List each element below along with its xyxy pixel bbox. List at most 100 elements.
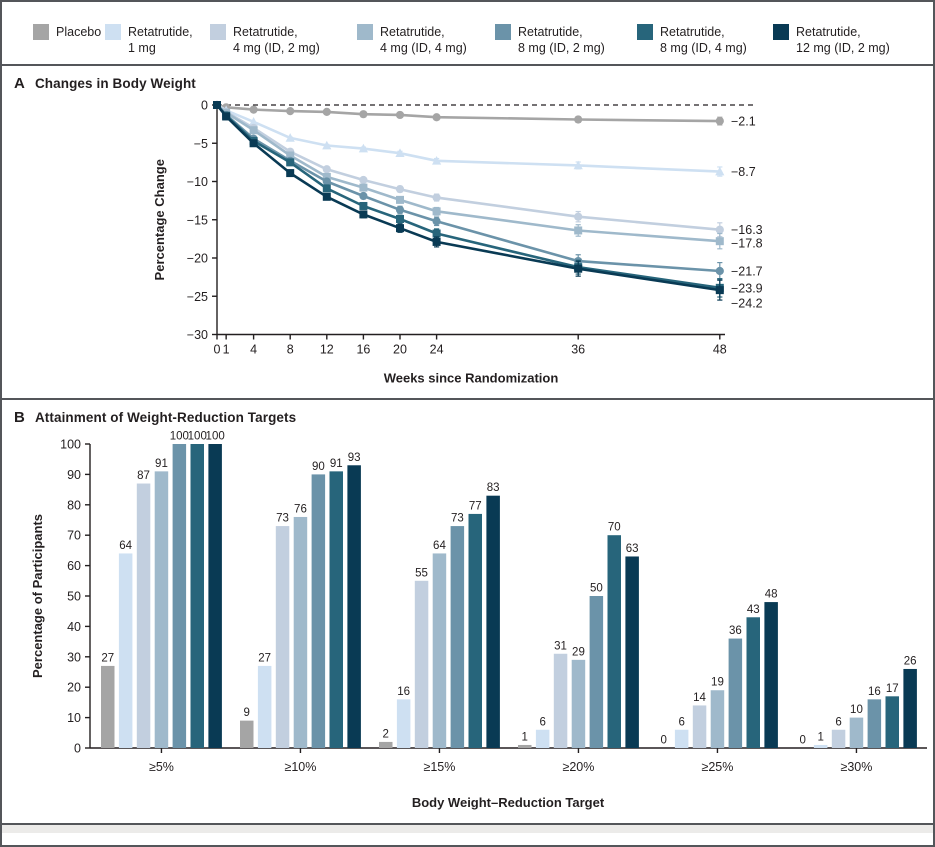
panel-b-title: Attainment of Weight-Reduction Targets — [34, 410, 297, 425]
bar — [607, 535, 621, 748]
panel-b-heading: B Attainment of Weight-Reduction Targets — [2, 400, 933, 426]
bar-value-label: 87 — [137, 470, 150, 482]
legend-item: Retatrutide, 4 mg (ID, 2 mg) — [210, 24, 320, 56]
data-point-marker — [286, 107, 295, 116]
bar — [414, 580, 429, 748]
y-tick-label: 10 — [67, 711, 81, 725]
x-tick-label: 12 — [320, 343, 334, 357]
panel-b: B Attainment of Weight-Reduction Targets … — [2, 398, 933, 823]
data-point-marker — [395, 110, 405, 120]
bar — [190, 444, 204, 748]
series-retatrutide-12-mg-id-2-mg — [213, 101, 724, 301]
bar — [764, 602, 778, 748]
x-tick-label: 20 — [393, 343, 407, 357]
data-point-marker — [396, 214, 404, 223]
data-point-marker — [432, 217, 441, 226]
x-tick-label: 1 — [223, 343, 230, 357]
bar-value-label: 36 — [729, 625, 742, 637]
bar — [450, 526, 465, 748]
y-axis-title: Percentage Change — [152, 159, 167, 280]
bar — [486, 495, 500, 748]
bar-value-label: 27 — [258, 652, 271, 664]
bar — [831, 729, 846, 748]
bar-value-label: 31 — [554, 640, 567, 652]
data-point-marker — [249, 117, 259, 126]
legend-swatch-icon — [33, 24, 49, 40]
panel-a: A Changes in Body Weight 0 −5 −10 −15 −20 −25 −… — [2, 66, 933, 398]
bar-value-label: 27 — [101, 652, 114, 664]
bar-value-label: 100 — [170, 431, 189, 443]
bar — [571, 659, 586, 748]
bar — [293, 516, 308, 748]
bar-value-label: 6 — [835, 716, 841, 728]
figure-legend: Placebo Retatrutide, 1 mg Retatrutide, 4 mg … — [2, 2, 933, 66]
series-placebo — [212, 100, 724, 126]
bar-value-label: 16 — [397, 686, 410, 698]
bar — [379, 741, 393, 748]
data-point-marker — [574, 115, 583, 124]
x-tick-label: 36 — [571, 343, 585, 357]
data-point-marker — [322, 184, 331, 193]
bar-group-25pct: 06 14 19 36 43 48 ≥25% — [661, 589, 778, 774]
bar — [311, 474, 326, 748]
category-label: ≥25% — [702, 760, 734, 774]
data-point-marker — [322, 172, 331, 181]
bar — [692, 705, 707, 748]
next-section-strip — [2, 823, 933, 833]
legend-item: Retatrutide, 1 mg — [105, 24, 193, 56]
bar-value-label: 64 — [433, 540, 446, 552]
y-tick-label: 80 — [67, 498, 81, 512]
bar — [136, 483, 151, 748]
end-value-label: −23.9 — [731, 281, 763, 295]
series-line — [216, 104, 720, 273]
bar-value-label: 77 — [469, 500, 482, 512]
x-tick-label: 16 — [356, 343, 370, 357]
bar-value-label: 73 — [276, 513, 289, 525]
data-point-marker — [432, 156, 442, 165]
x-tick-label: 48 — [713, 343, 727, 357]
legend-label: Retatrutide, 12 mg (ID, 2 mg) — [796, 25, 890, 55]
legend-label: Retatrutide, 4 mg (ID, 4 mg) — [380, 25, 467, 55]
category-label: ≥30% — [841, 760, 873, 774]
legend-label: Retatrutide, 4 mg (ID, 2 mg) — [233, 25, 320, 55]
bar-value-label: 19 — [711, 677, 724, 689]
legend-label: Retatrutide, 8 mg (ID, 2 mg) — [518, 25, 605, 55]
y-tick-label: 100 — [60, 438, 81, 452]
data-point-marker — [395, 148, 405, 157]
bar-value-label: 70 — [608, 522, 621, 534]
x-tick-label: 4 — [250, 343, 257, 357]
y-tick-label: −10 — [187, 175, 208, 189]
legend-label: Retatrutide, 1 mg — [128, 25, 193, 55]
data-point-marker — [715, 266, 724, 276]
data-point-marker — [574, 212, 583, 221]
bar-value-label: 10 — [850, 704, 863, 716]
legend-item: Retatrutide, 4 mg (ID, 4 mg) — [357, 24, 467, 56]
data-point-marker — [286, 169, 295, 178]
bar — [347, 465, 361, 748]
x-tick-label: 8 — [287, 343, 294, 357]
bar — [240, 720, 254, 748]
bar-value-label: 26 — [904, 655, 917, 667]
bar-value-label: 1 — [522, 731, 528, 743]
legend-item: Retatrutide, 8 mg (ID, 4 mg) — [637, 24, 747, 56]
bar-value-label: 16 — [868, 686, 881, 698]
bar-value-label: 29 — [572, 646, 585, 658]
bar-value-label: 2 — [383, 728, 389, 740]
bar — [746, 617, 760, 748]
data-point-marker — [322, 177, 331, 186]
series-retatrutide-4-mg-id-4-mg — [213, 101, 724, 250]
bar — [468, 513, 482, 748]
legend-swatch-icon — [210, 24, 226, 40]
bar-value-label: 93 — [348, 452, 361, 464]
y-tick-label: 90 — [67, 468, 81, 482]
data-point-marker — [396, 224, 404, 233]
bar — [154, 471, 169, 748]
series-line — [216, 103, 720, 243]
line-chart-body-weight: 0−5−10−15−20−25−300 1 4 8 12 16 20 24 36 48Percen… — [152, 99, 763, 386]
bar — [101, 665, 115, 748]
bar-value-label: 0 — [800, 735, 806, 747]
data-point-marker — [574, 226, 583, 235]
end-value-label: −8.7 — [731, 165, 756, 179]
